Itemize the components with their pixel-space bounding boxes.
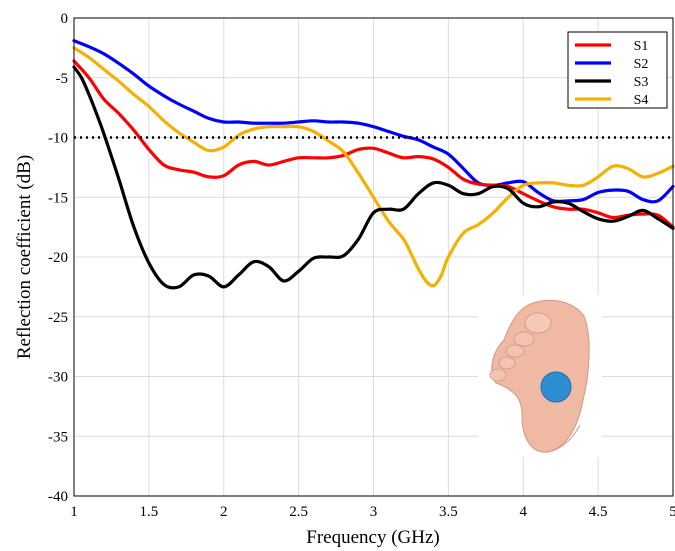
y-tick-label: -15 (48, 190, 68, 206)
legend: S1 S2 S3 S4 (567, 31, 668, 109)
y-tick-label: -30 (48, 370, 68, 386)
x-tick-label: 2.5 (289, 504, 308, 520)
foot-sole-icon (478, 295, 602, 457)
x-tick-label: 1.5 (140, 504, 159, 520)
series-line-s3 (72, 65, 675, 290)
series-line-s2 (72, 39, 675, 204)
y-tick-label: -10 (48, 131, 68, 147)
y-tick-label: -25 (48, 310, 68, 326)
legend-label: S1 (634, 39, 649, 54)
tick-labels: 1 1.5 2 2.5 3 3.5 4 4.5 5 0 -5 -10 -15 -20 -25 -30 -35 -4… (48, 11, 675, 520)
x-tick-label: 3 (370, 504, 378, 520)
axes-frame (73, 17, 674, 497)
x-tick-label: 4.5 (589, 504, 608, 520)
x-tick-label: 5 (669, 504, 675, 520)
x-tick-label: 2 (220, 504, 228, 520)
plot-area (72, 39, 675, 290)
x-tick-label: 1 (70, 504, 78, 520)
legend-label: S3 (634, 75, 649, 90)
legend-label: S4 (634, 93, 649, 108)
series-line-s4 (72, 46, 675, 288)
y-tick-label: -35 (48, 429, 68, 445)
legend-label: S2 (634, 57, 649, 72)
x-axis-title: Frequency (GHz) (306, 527, 439, 548)
y-tick-label: 0 (61, 11, 69, 27)
y-axis-title: Reflection coefficient (dB) (14, 155, 35, 359)
y-tick-label: -5 (56, 71, 69, 87)
series-line-s1 (72, 59, 675, 229)
y-tick-label: -20 (48, 250, 68, 266)
y-tick-label: -40 (48, 489, 68, 505)
x-tick-label: 3.5 (439, 504, 458, 520)
x-tick-label: 4 (520, 504, 528, 520)
